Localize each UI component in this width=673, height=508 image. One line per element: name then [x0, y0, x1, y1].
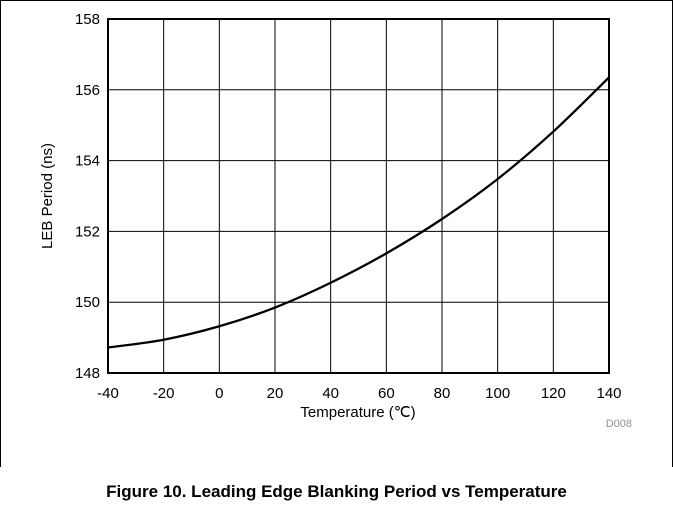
page-frame-top-border: [0, 0, 673, 1]
grid: [108, 19, 609, 373]
x-tick-labels: -40 -20 0 20 40 60 80 100 120 140: [97, 385, 621, 402]
page-frame-left-border: [0, 0, 1, 467]
x-tick-label: 140: [596, 385, 621, 402]
x-tick-label: 100: [485, 385, 510, 402]
figure-caption: Figure 10. Leading Edge Blanking Period …: [106, 482, 567, 501]
y-axis-title: LEB Period (ns): [39, 143, 56, 249]
x-axis-title: Temperature (℃): [300, 404, 415, 421]
series-layer: [107, 76, 610, 349]
y-tick-label: 154: [75, 153, 100, 170]
x-tick-label: 40: [322, 385, 339, 402]
y-tick-label: 150: [75, 294, 100, 311]
y-tick-label: 148: [75, 365, 100, 382]
plot-frame: [107, 18, 610, 374]
x-tick-label: -40: [97, 385, 119, 402]
x-tick-label: 80: [434, 385, 451, 402]
y-tick-label: 152: [75, 223, 100, 240]
x-tick-label: 20: [267, 385, 284, 402]
y-tick-label: 158: [75, 11, 100, 28]
figure-code: D008: [606, 418, 632, 430]
y-tick-label: 156: [75, 82, 100, 99]
x-tick-label: 60: [378, 385, 395, 402]
x-tick-label: -20: [153, 385, 175, 402]
y-tick-labels: 148 150 152 154 156 158: [75, 11, 100, 382]
x-tick-label: 0: [215, 385, 223, 402]
x-tick-label: 120: [541, 385, 566, 402]
chart: -40 -20 0 20 40 60 80 100 120 140 148 150 152 154 156…: [39, 11, 632, 430]
series-line: [107, 76, 610, 349]
